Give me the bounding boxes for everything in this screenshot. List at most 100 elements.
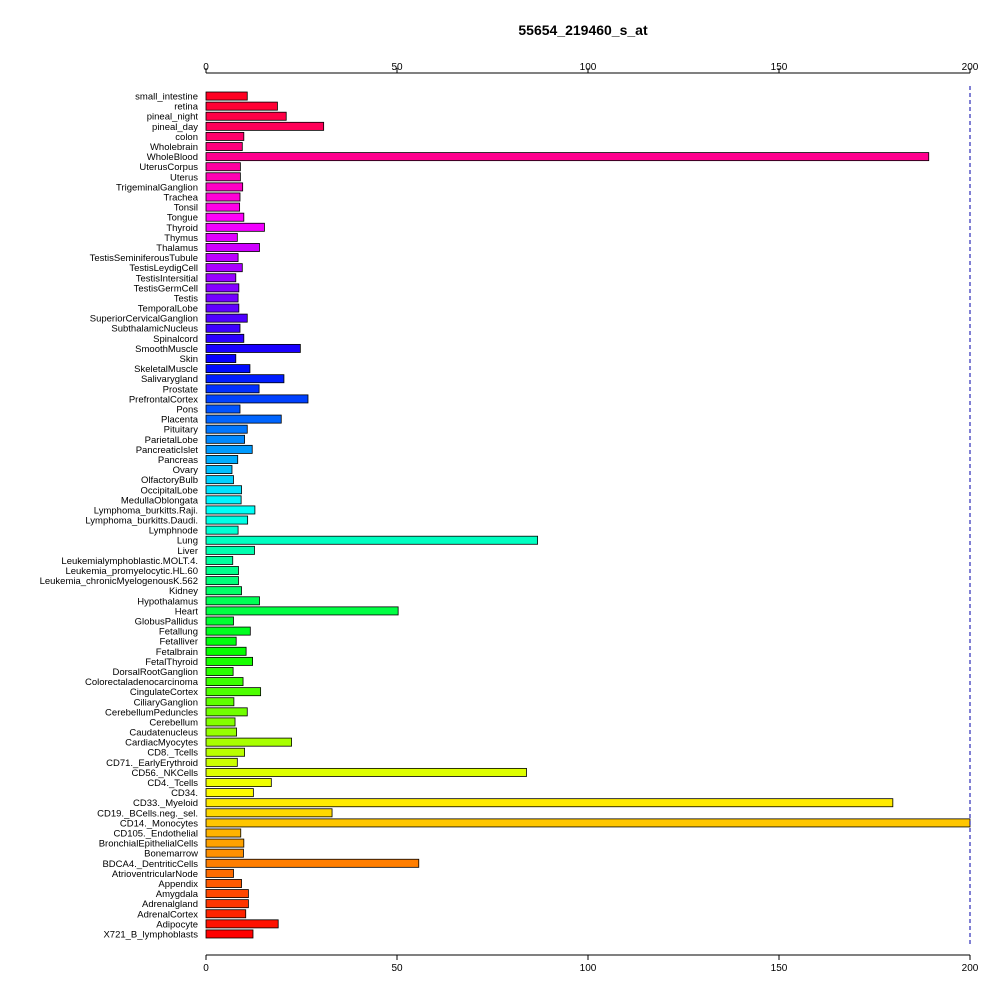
bar <box>205 232 238 242</box>
bar <box>205 737 292 747</box>
category-label: CD105._Endothelial <box>113 829 198 840</box>
bar <box>205 152 930 162</box>
bottom-axis-tick-label: 200 <box>962 963 979 974</box>
category-labels: small_intestineretinapineal_nightpineal_… <box>40 92 199 941</box>
category-label: colon <box>175 132 198 143</box>
category-label: Liver <box>177 546 198 557</box>
category-label: CD14._Monocytes <box>120 818 198 829</box>
bar <box>205 273 237 283</box>
category-label: Hypothalamus <box>137 596 198 607</box>
bar <box>205 899 249 909</box>
bar <box>205 101 278 111</box>
bar <box>205 636 237 646</box>
top-axis-tick-label: 0 <box>203 62 209 73</box>
bar <box>205 566 239 575</box>
category-label: CD33._Myeloid <box>133 798 198 809</box>
bar <box>205 626 251 636</box>
category-label: TestisIntersitial <box>136 273 198 284</box>
bar <box>205 111 287 121</box>
bar <box>205 727 237 737</box>
category-label: Lung <box>177 536 198 547</box>
bar <box>205 889 249 899</box>
category-label: Bonemarrow <box>144 849 198 860</box>
category-label: Leukemia_promyelocytic.HL.60 <box>65 566 198 577</box>
bar <box>205 929 254 939</box>
bar <box>205 808 333 818</box>
bar <box>205 697 235 707</box>
category-label: Thymus <box>164 233 198 244</box>
category-label: TestisSeminiferousTubule <box>90 253 198 264</box>
category-label: CiliaryGanglion <box>134 697 198 708</box>
category-label: Lymphoma_burkitts.Daudi. <box>85 516 198 527</box>
bar <box>205 879 242 888</box>
bar <box>205 485 242 495</box>
bar <box>205 465 233 475</box>
category-label: Salivarygland <box>141 374 198 385</box>
chart-title: 55654_219460_s_at <box>518 22 648 38</box>
bottom-axis-tick-label: 150 <box>771 963 788 974</box>
top-x-axis: 0 50 100 150 200 <box>203 62 979 74</box>
bar <box>205 253 239 263</box>
bar <box>205 677 244 687</box>
category-label: Thalamus <box>156 243 198 254</box>
top-axis-tick-label: 150 <box>771 62 788 73</box>
category-label: FetalThyroid <box>145 657 198 668</box>
category-label: CD56._NKCells <box>131 768 198 779</box>
category-label: Pons <box>176 405 198 416</box>
bar <box>205 515 249 525</box>
category-label: GlobusPallidus <box>135 617 199 628</box>
bottom-x-axis: 0 50 100 150 200 <box>203 954 979 974</box>
bar <box>205 788 254 798</box>
category-label: ParietalLobe <box>145 435 198 446</box>
category-label: Pituitary <box>164 425 199 436</box>
bar <box>205 848 244 858</box>
category-label: Ovary <box>173 465 199 476</box>
bar <box>205 596 260 606</box>
top-axis-tick-label: 200 <box>962 62 979 73</box>
category-label: TestisLeydigCell <box>129 263 198 274</box>
category-label: Trachea <box>164 193 199 204</box>
bar <box>205 455 239 464</box>
category-label: Fetalbrain <box>156 647 198 658</box>
bar <box>205 778 272 787</box>
bar <box>205 858 420 868</box>
bar <box>205 414 282 424</box>
category-label: Skin <box>180 354 198 365</box>
bar <box>205 162 241 172</box>
bar <box>205 616 234 626</box>
category-label: CD4._Tcells <box>147 778 198 789</box>
bar <box>205 243 260 252</box>
bar <box>205 656 253 666</box>
bar <box>205 354 237 363</box>
category-label: BronchialEpithelialCells <box>99 839 199 850</box>
bar <box>205 747 245 757</box>
bar <box>205 757 238 767</box>
category-label: Amygdala <box>156 889 199 900</box>
category-label: CD8._Tcells <box>147 748 198 759</box>
category-label: CD19._BCells.neg._sel. <box>97 808 198 819</box>
bottom-axis-tick-label: 50 <box>391 963 403 974</box>
category-label: Wholebrain <box>150 142 198 153</box>
bar <box>205 121 325 131</box>
bar <box>205 364 251 374</box>
category-label: Colorectaladenocarcinoma <box>85 677 199 688</box>
bottom-axis-tick-label: 100 <box>580 963 597 974</box>
category-label: Lymphoma_burkitts.Raji. <box>94 505 198 516</box>
category-label: OlfactoryBulb <box>141 475 198 486</box>
bottom-axis-tick-label: 0 <box>203 963 209 974</box>
category-label: Uterus <box>170 172 198 183</box>
bar <box>205 919 279 929</box>
bar <box>205 192 241 202</box>
category-label: TrigeminalGanglion <box>116 182 198 193</box>
bar <box>205 374 285 384</box>
bar <box>205 818 971 828</box>
bar <box>205 333 245 343</box>
category-label: PancreaticIslet <box>136 445 199 456</box>
bar <box>205 182 244 192</box>
category-label: Leukemia_chronicMyelogenousK.562 <box>40 576 198 587</box>
category-label: X721_B_lymphoblasts <box>103 929 198 940</box>
category-label: BDCA4._DentriticCells <box>102 859 198 870</box>
bar <box>205 868 234 878</box>
bar <box>205 525 239 535</box>
bar <box>205 495 242 505</box>
